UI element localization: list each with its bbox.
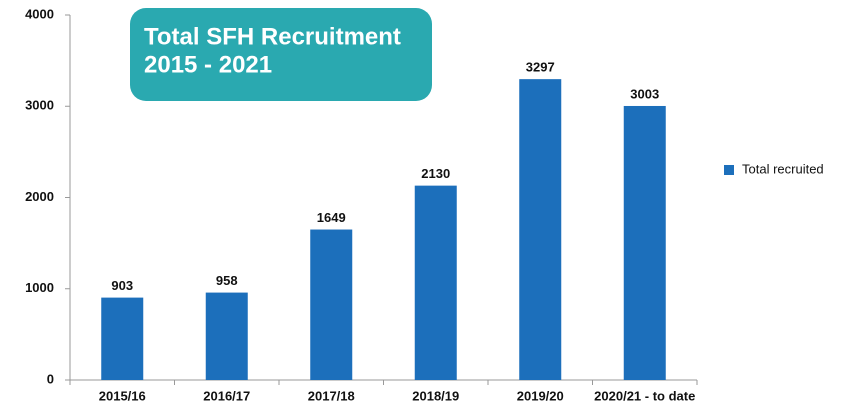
x-tick-label: 2016/17 bbox=[203, 388, 250, 403]
x-tick-label: 2017/18 bbox=[308, 388, 355, 403]
value-label: 3297 bbox=[526, 60, 555, 75]
value-label: 903 bbox=[111, 278, 133, 293]
bar bbox=[101, 297, 144, 380]
y-tick-label: 3000 bbox=[25, 98, 54, 113]
title-box bbox=[130, 8, 432, 101]
y-tick-label: 4000 bbox=[25, 6, 54, 21]
value-label: 2130 bbox=[421, 166, 450, 181]
legend-label: Total recruited bbox=[742, 161, 824, 176]
chart-title: 2015 - 2021 bbox=[144, 51, 272, 78]
x-tick-label: 2015/16 bbox=[99, 388, 146, 403]
x-tick-label: 2019/20 bbox=[517, 388, 564, 403]
y-tick-label: 0 bbox=[47, 371, 54, 386]
value-label: 1649 bbox=[317, 210, 346, 225]
bar bbox=[623, 105, 666, 380]
bar bbox=[519, 79, 562, 381]
legend-swatch bbox=[724, 165, 734, 175]
chart-title: Total SFH Recruitment bbox=[144, 23, 401, 50]
x-tick-label: 2020/21 - to date bbox=[594, 388, 695, 403]
y-tick-label: 2000 bbox=[25, 189, 54, 204]
value-label: 958 bbox=[216, 273, 238, 288]
bar bbox=[205, 292, 248, 380]
value-label: 3003 bbox=[630, 86, 659, 101]
y-tick-label: 1000 bbox=[25, 280, 54, 295]
bar bbox=[414, 185, 457, 380]
bar bbox=[310, 229, 353, 380]
x-tick-label: 2018/19 bbox=[412, 388, 459, 403]
